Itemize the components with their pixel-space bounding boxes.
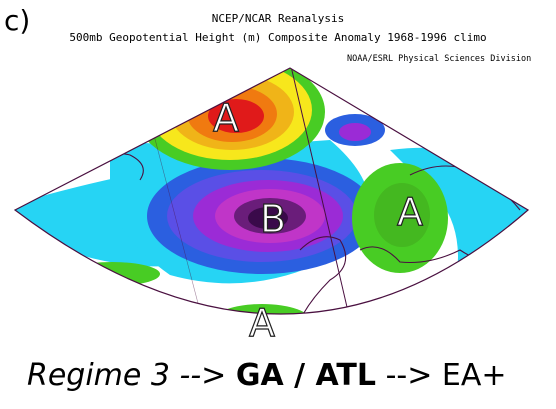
caption-prefix: Regime 3 -->: [27, 358, 227, 393]
center-label-europe-a: A: [397, 190, 423, 234]
center-label-subtropical-a: A: [249, 301, 275, 345]
map-title: NCEP/NCAR Reanalysis: [211, 12, 345, 25]
map-boundary: [13, 67, 530, 315]
center-label-atlantic-b: B: [260, 197, 286, 241]
map-subtitle: 500mb Geopotential Height (m) Composite …: [69, 31, 487, 44]
caption-middle: GA / ATL: [235, 358, 377, 393]
center-label-greenland-a: A: [213, 96, 239, 140]
regime-caption: Regime 3 --> GA / ATL --> EA+: [27, 358, 507, 393]
panel-label: c): [4, 4, 31, 37]
credit-text: NOAA/ESRL Physical Sciences Division: [347, 54, 532, 64]
caption-suffix: --> EA+: [385, 358, 507, 393]
